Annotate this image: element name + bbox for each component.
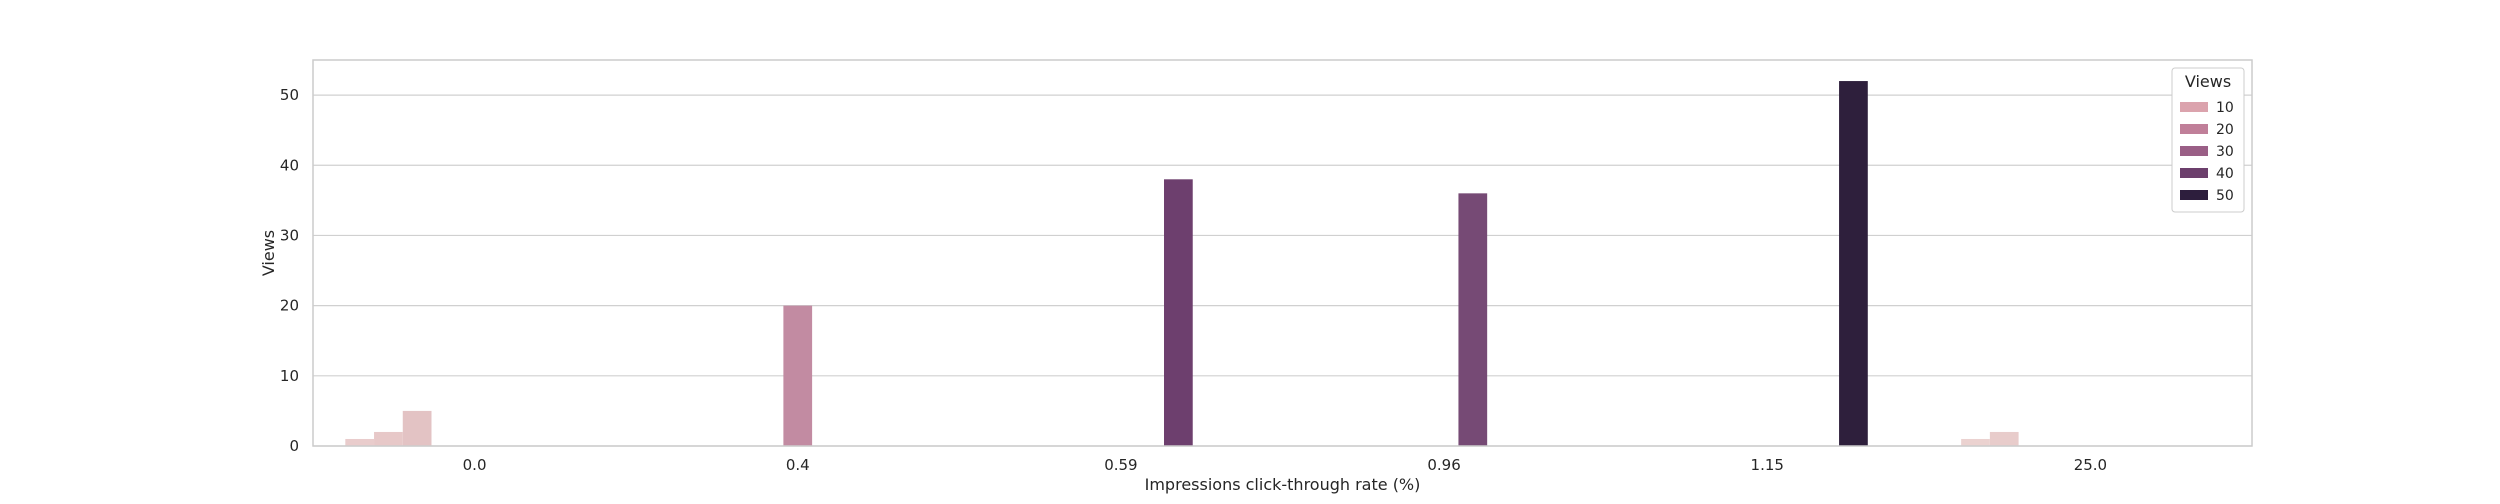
bar	[374, 431, 403, 446]
bar	[1164, 179, 1193, 447]
y-tick-label: 0	[289, 437, 299, 455]
legend: Views 10 20 30 40 50	[2171, 67, 2245, 213]
x-tick-label: 0.4	[786, 456, 810, 474]
x-tick-label: 0.96	[1427, 456, 1460, 474]
x-tick-label: 25.0	[2074, 456, 2107, 474]
y-tick-label: 10	[280, 367, 299, 385]
bar	[1839, 81, 1868, 447]
legend-title: Views	[2185, 72, 2231, 91]
legend-swatch	[2180, 102, 2208, 112]
legend-entries: 10 20 30 40 50	[2180, 100, 2234, 204]
y-tick-label: 30	[280, 226, 299, 244]
legend-swatch	[2180, 168, 2208, 178]
y-axis-label: Views	[259, 230, 278, 276]
legend-label: 30	[2216, 144, 2234, 160]
legend-label: 40	[2216, 166, 2234, 182]
bar	[1961, 438, 1990, 446]
x-tick-label: 1.15	[1751, 456, 1784, 474]
bar	[402, 410, 432, 446]
y-tick-labels: 0 10 20 30 40 50	[280, 86, 299, 455]
legend-swatch	[2180, 190, 2208, 200]
grid-lines	[313, 94, 2252, 447]
legend-swatch	[2180, 124, 2208, 134]
y-tick-label: 40	[280, 156, 299, 174]
y-tick-label: 50	[280, 86, 299, 104]
legend-swatch	[2180, 146, 2208, 156]
bar	[345, 438, 375, 446]
x-tick-label: 0.0	[463, 456, 487, 474]
bars	[345, 81, 2019, 447]
bar	[1458, 193, 1488, 446]
x-axis-label: Impressions click-through rate (%)	[1145, 475, 1421, 494]
x-tick-label: 0.59	[1104, 456, 1137, 474]
bar	[783, 305, 813, 446]
legend-label: 50	[2216, 188, 2234, 204]
x-tick-labels: 0.0 0.4 0.59 0.96 1.15 25.0	[463, 456, 2107, 474]
bar	[1989, 431, 2019, 446]
plot-frame	[312, 59, 2253, 447]
legend-label: 10	[2216, 100, 2234, 116]
y-tick-label: 20	[280, 297, 299, 315]
legend-label: 20	[2216, 122, 2234, 138]
